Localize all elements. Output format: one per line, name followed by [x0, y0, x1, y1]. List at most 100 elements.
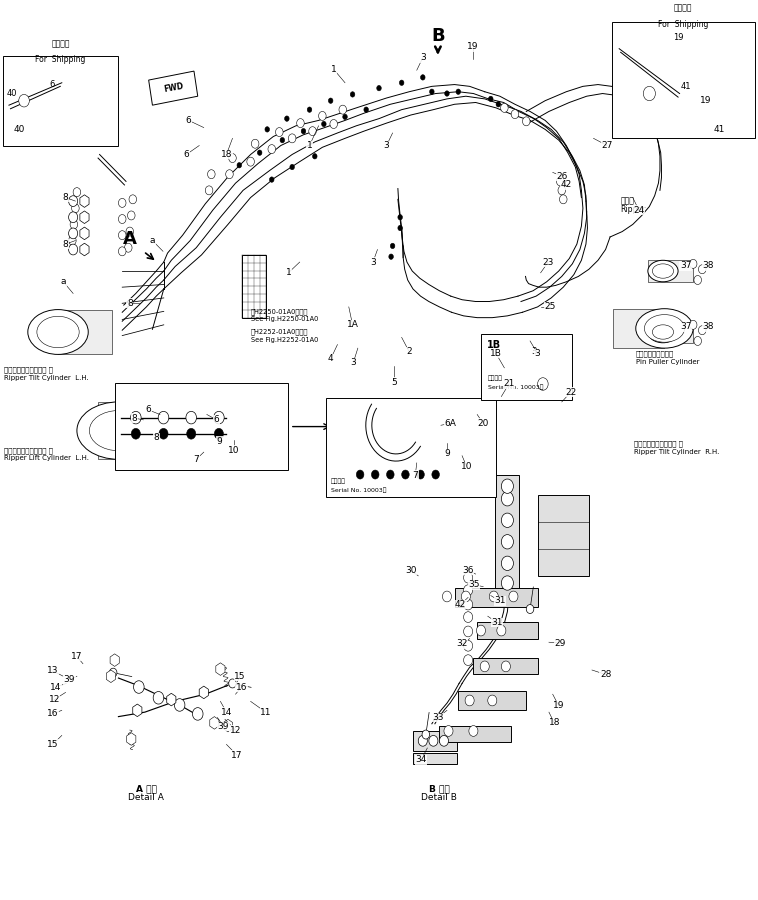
Text: 17: 17 — [71, 652, 83, 661]
Circle shape — [318, 112, 326, 121]
Circle shape — [69, 195, 77, 206]
Text: 15: 15 — [47, 740, 58, 749]
Circle shape — [118, 230, 126, 239]
Circle shape — [489, 591, 498, 602]
Bar — [495, 475, 519, 594]
Circle shape — [501, 491, 513, 506]
Circle shape — [205, 186, 213, 194]
Text: 38: 38 — [703, 261, 714, 270]
Text: 19: 19 — [700, 96, 711, 105]
Bar — [474, 658, 537, 674]
Text: Detail B: Detail B — [421, 793, 457, 802]
Text: リッパリフトシリンダ 左: リッパリフトシリンダ 左 — [5, 447, 53, 454]
Text: See Fig.H2250-01A0: See Fig.H2250-01A0 — [251, 316, 318, 322]
Circle shape — [387, 470, 394, 479]
Text: FWD: FWD — [163, 82, 184, 94]
Circle shape — [19, 94, 30, 107]
Text: 9: 9 — [444, 449, 449, 458]
Circle shape — [694, 275, 701, 284]
Ellipse shape — [37, 316, 79, 347]
Circle shape — [389, 254, 393, 259]
Circle shape — [432, 470, 440, 479]
Text: 7: 7 — [412, 471, 418, 480]
Text: 6: 6 — [50, 80, 55, 89]
Circle shape — [445, 91, 449, 96]
Text: 8: 8 — [131, 414, 137, 423]
Circle shape — [237, 163, 242, 168]
Bar — [413, 731, 457, 751]
Text: 39: 39 — [64, 675, 75, 684]
Text: 6: 6 — [146, 406, 152, 415]
Circle shape — [73, 188, 80, 196]
Circle shape — [464, 585, 473, 596]
Ellipse shape — [636, 309, 693, 348]
Circle shape — [356, 470, 364, 479]
Circle shape — [214, 411, 224, 424]
Text: 3: 3 — [420, 53, 426, 62]
Polygon shape — [80, 243, 89, 256]
Circle shape — [343, 114, 347, 120]
Polygon shape — [133, 704, 142, 716]
Circle shape — [398, 225, 402, 230]
Circle shape — [558, 186, 565, 194]
Circle shape — [215, 428, 224, 439]
Text: 39: 39 — [218, 722, 229, 731]
Polygon shape — [80, 211, 89, 223]
Circle shape — [276, 128, 283, 137]
Text: 40: 40 — [7, 89, 17, 98]
Circle shape — [268, 145, 276, 154]
Text: 10: 10 — [461, 462, 472, 471]
Ellipse shape — [648, 321, 678, 343]
Text: 8: 8 — [63, 193, 68, 202]
Text: 24: 24 — [633, 205, 644, 214]
Text: 3: 3 — [370, 257, 376, 266]
Polygon shape — [167, 693, 176, 706]
Text: Ripper Lift Cylinder  L.H.: Ripper Lift Cylinder L.H. — [5, 455, 89, 461]
Bar — [648, 260, 693, 282]
Circle shape — [390, 243, 395, 248]
Circle shape — [130, 411, 141, 424]
Polygon shape — [80, 194, 89, 207]
Text: 37: 37 — [680, 261, 691, 270]
Circle shape — [307, 107, 312, 112]
Polygon shape — [224, 719, 233, 732]
Text: A: A — [123, 230, 136, 248]
Text: 19: 19 — [553, 701, 565, 710]
Circle shape — [301, 129, 305, 134]
Text: See Fig.H2252-01A0: See Fig.H2252-01A0 — [251, 337, 318, 343]
Text: 1A: 1A — [346, 320, 359, 329]
Circle shape — [477, 626, 485, 636]
Circle shape — [464, 599, 473, 610]
Text: 第H2252-01A0図参照: 第H2252-01A0図参照 — [251, 328, 308, 336]
Circle shape — [440, 735, 449, 746]
Text: 1B: 1B — [490, 349, 502, 358]
Circle shape — [153, 691, 164, 704]
Text: 1: 1 — [286, 268, 291, 277]
Text: 32: 32 — [456, 640, 468, 649]
Bar — [3, 56, 118, 146]
Text: 41: 41 — [713, 125, 725, 134]
Text: 34: 34 — [415, 755, 427, 764]
Text: 19: 19 — [467, 42, 478, 51]
Text: 運搬部品: 運搬部品 — [52, 40, 70, 49]
Circle shape — [296, 119, 304, 128]
Text: 13: 13 — [47, 666, 58, 675]
Circle shape — [350, 92, 355, 97]
Circle shape — [464, 626, 473, 637]
Bar — [98, 402, 197, 459]
Circle shape — [328, 98, 333, 104]
Circle shape — [284, 116, 289, 122]
Circle shape — [465, 695, 475, 706]
Circle shape — [133, 680, 144, 693]
Ellipse shape — [77, 402, 160, 459]
Text: ピンプーラシリンダ: ピンプーラシリンダ — [636, 350, 674, 357]
Text: 8: 8 — [153, 433, 159, 442]
Circle shape — [443, 591, 452, 602]
Circle shape — [131, 428, 140, 439]
Circle shape — [127, 211, 135, 220]
Text: 18: 18 — [221, 150, 232, 159]
Circle shape — [496, 102, 500, 107]
Text: Ripper Tilt Cylinder  R.H.: Ripper Tilt Cylinder R.H. — [634, 449, 719, 454]
Text: 6: 6 — [214, 416, 220, 425]
Bar — [455, 588, 537, 608]
